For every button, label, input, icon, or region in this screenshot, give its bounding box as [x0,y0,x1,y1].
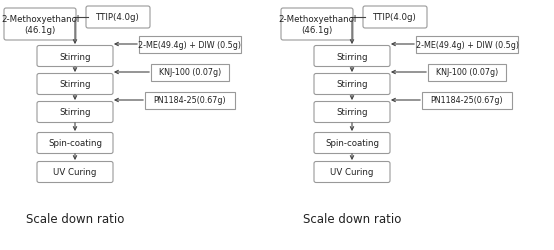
Text: Stirring: Stirring [59,52,91,61]
FancyBboxPatch shape [314,102,390,123]
FancyBboxPatch shape [314,46,390,67]
Text: Stirring: Stirring [59,80,91,89]
Text: PN1184-25(0.67g): PN1184-25(0.67g) [153,96,227,105]
Text: Spin-coating: Spin-coating [48,139,102,148]
Text: TTIP(4.0g): TTIP(4.0g) [96,14,140,22]
Text: 2-ME(49.4g) + DIW (0.5g): 2-ME(49.4g) + DIW (0.5g) [416,40,519,49]
Text: UV Curing: UV Curing [53,168,97,177]
FancyBboxPatch shape [4,9,76,41]
FancyBboxPatch shape [314,74,390,95]
Text: Spin-coating: Spin-coating [325,139,379,148]
Text: KNJ-100 (0.07g): KNJ-100 (0.07g) [159,68,221,77]
FancyBboxPatch shape [145,92,235,109]
Text: 2-Methoxyethanol
(46.1g): 2-Methoxyethanol (46.1g) [278,15,356,34]
FancyBboxPatch shape [37,46,113,67]
FancyBboxPatch shape [363,7,427,29]
FancyBboxPatch shape [281,9,353,41]
Text: KNJ-100 (0.07g): KNJ-100 (0.07g) [436,68,498,77]
Text: Stirring: Stirring [336,52,368,61]
FancyBboxPatch shape [314,133,390,154]
Text: Scale down ratio: Scale down ratio [303,213,401,226]
FancyBboxPatch shape [422,92,512,109]
Text: TTIP(4.0g): TTIP(4.0g) [373,14,417,22]
FancyBboxPatch shape [37,162,113,183]
FancyBboxPatch shape [428,64,506,81]
Text: UV Curing: UV Curing [330,168,374,177]
Text: PN1184-25(0.67g): PN1184-25(0.67g) [430,96,504,105]
FancyBboxPatch shape [86,7,150,29]
FancyBboxPatch shape [37,74,113,95]
FancyBboxPatch shape [37,133,113,154]
Text: Stirring: Stirring [336,108,368,117]
Text: 2-ME(49.4g) + DIW (0.5g): 2-ME(49.4g) + DIW (0.5g) [138,40,242,49]
Text: Scale down ratio: Scale down ratio [26,213,124,226]
Text: Stirring: Stirring [59,108,91,117]
FancyBboxPatch shape [37,102,113,123]
Text: 2-Methoxyethanol
(46.1g): 2-Methoxyethanol (46.1g) [1,15,79,34]
FancyBboxPatch shape [151,64,229,81]
FancyBboxPatch shape [416,36,518,53]
FancyBboxPatch shape [314,162,390,183]
Text: Stirring: Stirring [336,80,368,89]
FancyBboxPatch shape [139,36,241,53]
